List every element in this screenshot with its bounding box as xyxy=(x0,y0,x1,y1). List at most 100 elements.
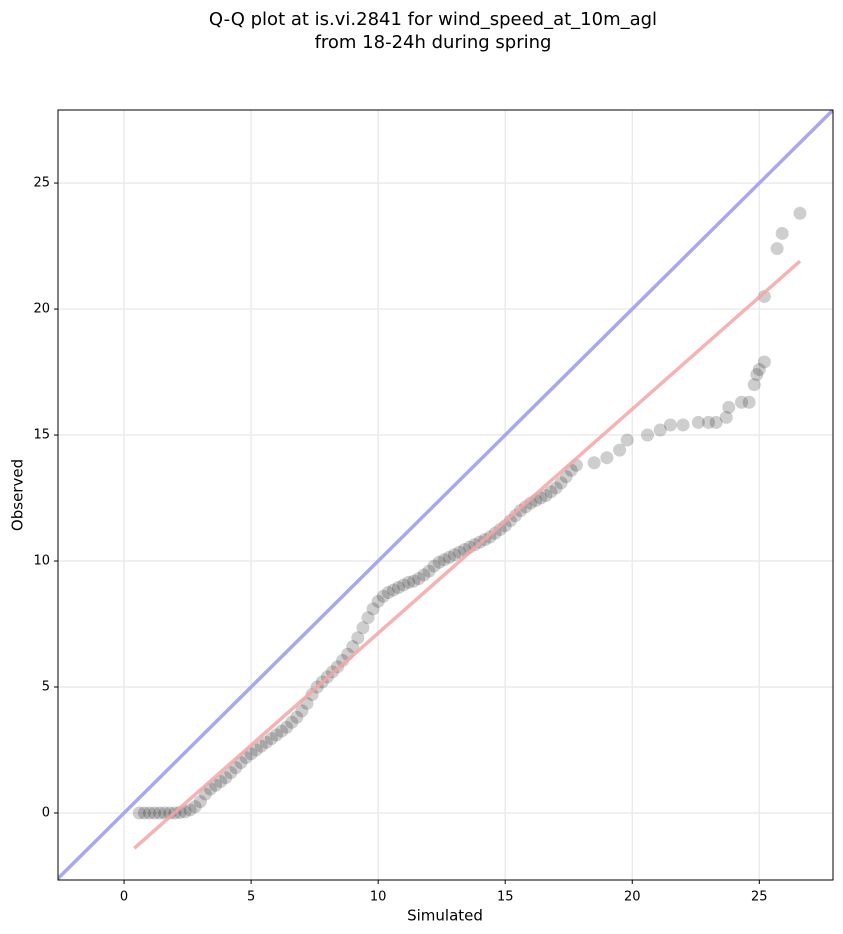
point xyxy=(519,500,533,514)
point xyxy=(641,428,655,442)
point xyxy=(544,485,558,499)
point xyxy=(775,226,789,240)
point xyxy=(132,806,146,820)
point xyxy=(214,774,228,788)
point xyxy=(620,433,634,447)
plot-frame xyxy=(57,109,834,881)
point xyxy=(735,395,749,409)
point xyxy=(488,526,502,540)
point xyxy=(397,578,411,592)
point xyxy=(137,806,151,820)
point xyxy=(691,415,705,429)
point xyxy=(198,787,212,801)
ticks: 0 5 10 15 20 25 0 5 10 15 20 25 xyxy=(33,176,767,905)
chart-title: Q-Q plot at is.vi.2841 for wind_speed_at… xyxy=(209,9,657,30)
point xyxy=(366,602,380,616)
x-tick-label: 25 xyxy=(751,890,768,905)
point xyxy=(719,410,733,424)
point xyxy=(244,747,258,761)
point xyxy=(554,476,568,490)
reference-line xyxy=(58,110,833,880)
point xyxy=(183,803,197,817)
point xyxy=(653,423,667,437)
y-tick-label: 0 xyxy=(42,805,50,820)
point xyxy=(153,806,167,820)
point xyxy=(513,504,527,518)
point xyxy=(386,583,400,597)
point xyxy=(290,710,304,724)
point xyxy=(224,766,238,780)
point xyxy=(371,594,385,608)
point xyxy=(549,481,563,495)
point xyxy=(254,739,268,753)
point xyxy=(275,724,289,738)
point xyxy=(280,720,294,734)
y-tick-label: 15 xyxy=(33,428,50,443)
x-axis-label: Simulated xyxy=(407,907,483,925)
point xyxy=(376,589,390,603)
point xyxy=(412,572,426,586)
chart-subtitle: from 18-24h during spring xyxy=(315,32,552,53)
point xyxy=(750,368,764,382)
y-axis-label: Observed xyxy=(9,459,27,531)
x-tick-label: 15 xyxy=(497,890,514,905)
point xyxy=(742,395,756,409)
point xyxy=(427,559,441,573)
point xyxy=(747,378,761,392)
point xyxy=(285,715,299,729)
point xyxy=(452,545,466,559)
point xyxy=(587,456,601,470)
point xyxy=(422,564,436,578)
point xyxy=(613,443,627,457)
plot-area xyxy=(58,110,833,880)
point xyxy=(259,735,273,749)
point xyxy=(209,778,223,792)
point xyxy=(193,795,207,809)
point xyxy=(676,418,690,432)
fit-line xyxy=(133,259,802,850)
x-tick-label: 20 xyxy=(624,890,641,905)
point xyxy=(770,242,784,256)
point xyxy=(442,550,456,564)
point xyxy=(361,611,375,625)
x-tick-label: 5 xyxy=(247,890,255,905)
point xyxy=(508,509,522,523)
point xyxy=(264,732,278,746)
point xyxy=(701,415,715,429)
point xyxy=(148,806,162,820)
point xyxy=(539,489,553,503)
x-tick-label: 0 xyxy=(120,890,128,905)
point xyxy=(351,631,365,645)
point xyxy=(709,415,723,429)
y-tick-label: 25 xyxy=(33,176,50,191)
point xyxy=(219,771,233,785)
y-tick-label: 20 xyxy=(33,302,50,317)
y-tick-label: 10 xyxy=(33,554,50,569)
point xyxy=(447,548,461,562)
point xyxy=(346,640,360,654)
point xyxy=(295,704,309,718)
point xyxy=(305,688,319,702)
point xyxy=(663,418,677,432)
point xyxy=(381,586,395,600)
point xyxy=(270,728,284,742)
point xyxy=(407,574,421,588)
point xyxy=(142,806,156,820)
y-tick-label: 5 xyxy=(42,679,50,694)
point xyxy=(757,355,771,369)
point xyxy=(417,568,431,582)
point xyxy=(356,621,370,635)
point xyxy=(229,761,243,775)
point xyxy=(793,206,807,220)
grid xyxy=(58,110,833,880)
point xyxy=(600,451,614,465)
point xyxy=(391,580,405,594)
x-tick-label: 10 xyxy=(370,890,387,905)
point xyxy=(722,400,736,414)
point xyxy=(188,800,202,814)
point xyxy=(432,555,446,569)
point xyxy=(559,470,573,484)
point xyxy=(752,363,766,377)
point xyxy=(402,575,416,589)
